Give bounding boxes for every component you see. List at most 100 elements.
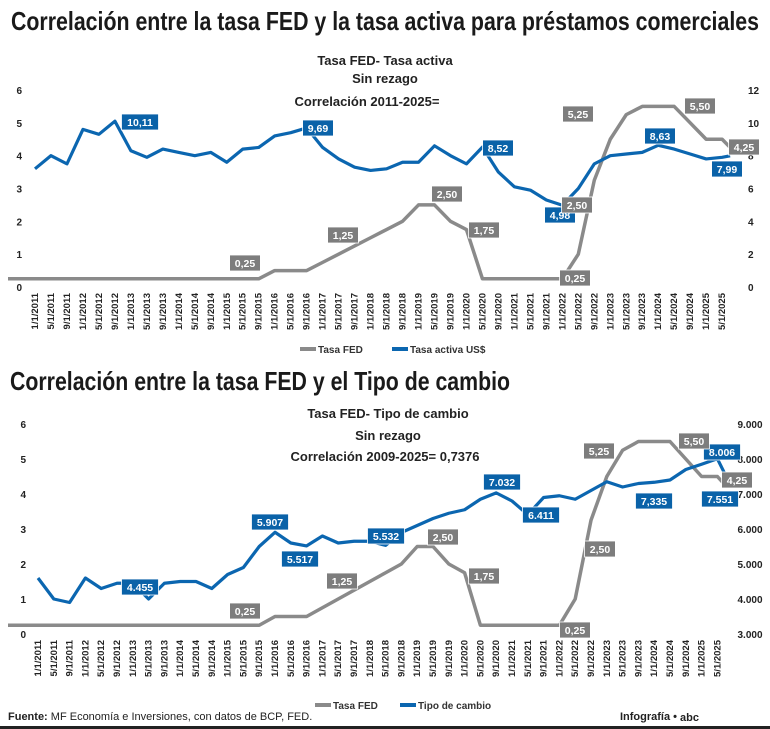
data-label-box <box>468 221 500 239</box>
data-label: 2,50 <box>437 189 458 201</box>
source-body: MF Economía e Inversiones, con datos de … <box>48 711 313 723</box>
data-label-box <box>559 621 591 639</box>
data-label-box <box>678 432 710 450</box>
x-tick-label: 9/1/2022 <box>586 640 597 677</box>
x-tick-label: 9/1/2013 <box>159 640 170 677</box>
x-tick-label: 1/1/2024 <box>653 292 664 330</box>
data-label-box <box>559 269 591 287</box>
x-tick-label: 1/1/2023 <box>605 293 616 330</box>
data-label: 7.032 <box>489 477 515 489</box>
y-right-tick-label: 9.000 <box>737 420 762 431</box>
data-label: 4,25 <box>727 475 748 487</box>
legend-item-label: Tasa activa US$ <box>410 345 486 356</box>
x-tick-label: 1/1/2021 <box>509 292 520 330</box>
y-left-tick-label: 2 <box>20 560 26 571</box>
y-left-tick-label: 4 <box>20 490 26 501</box>
x-tick-label: 5/1/2018 <box>381 640 392 677</box>
chart-2-header: Tasa FED- Tipo de cambio Sin rezago Corr… <box>291 406 480 464</box>
x-tick-label: 9/1/2021 <box>541 292 552 330</box>
x-tick-label: 5/1/2022 <box>573 293 584 330</box>
data-label: 5.907 <box>257 517 283 529</box>
y-left-tick-label: 5 <box>16 119 22 130</box>
x-tick-label: 1/1/2017 <box>318 293 329 330</box>
x-tick-label: 1/1/2025 <box>701 292 712 330</box>
x-tick-label: 9/1/2018 <box>396 640 407 677</box>
x-tick-label: 1/1/2011 <box>30 292 41 329</box>
x-tick-label: 1/1/2022 <box>557 293 568 330</box>
y-right-tick-label: 2 <box>748 250 754 261</box>
x-tick-label: 1/1/2020 <box>461 293 472 330</box>
data-label: 5,25 <box>568 109 589 121</box>
x-tick-label: 9/1/2024 <box>685 292 696 330</box>
data-label: 8,52 <box>488 143 509 155</box>
x-tick-label: 5/1/2025 <box>717 292 728 330</box>
data-label: 8.006 <box>709 447 735 459</box>
data-label: 4,25 <box>734 142 755 154</box>
data-label-box <box>367 527 405 545</box>
chart-1-subtitle: Sin rezago <box>352 71 418 86</box>
data-label-box <box>562 105 594 123</box>
x-tick-label: 9/1/2023 <box>637 293 648 330</box>
x-tick-label: 9/1/2017 <box>350 293 361 330</box>
x-tick-label: 1/1/2025 <box>697 639 708 677</box>
x-tick-label: 5/1/2017 <box>333 640 344 677</box>
x-tick-label: 1/1/2013 <box>128 640 139 677</box>
x-tick-label: 5/1/2020 <box>475 640 486 677</box>
x-tick-label: 5/1/2016 <box>286 293 297 330</box>
y-right-tick-label: 5.000 <box>737 560 762 571</box>
data-label-box <box>711 160 743 178</box>
x-tick-label: 5/1/2011 <box>49 639 60 676</box>
data-label-box <box>326 572 358 590</box>
x-tick-label: 5/1/2017 <box>334 293 345 330</box>
chart-2-correlation: Correlación 2009-2025= 0,7376 <box>291 449 480 464</box>
data-label: 0,25 <box>235 258 256 270</box>
x-tick-label: 1/1/2011 <box>33 639 44 676</box>
y-left-tick-label: 4 <box>16 152 22 163</box>
x-tick-label: 9/1/2012 <box>112 640 123 677</box>
data-label-box <box>561 196 593 214</box>
data-label: 1,25 <box>333 230 354 242</box>
chart-2-subtitle: Sin rezago <box>355 428 421 443</box>
legend-item-label: Tasa FED <box>333 701 378 712</box>
data-label: 7,335 <box>641 496 667 508</box>
data-label-box <box>121 113 159 131</box>
y-left-tick-label: 6 <box>20 420 26 431</box>
x-tick-label: 1/1/2013 <box>126 293 137 330</box>
data-label: 5,50 <box>690 101 711 113</box>
data-label: 9,69 <box>308 123 329 135</box>
data-label-box <box>583 442 615 460</box>
x-tick-label: 5/1/2022 <box>570 640 581 677</box>
x-tick-label: 9/1/2019 <box>444 640 455 677</box>
chart-1-header: Tasa FED- Tasa activa Sin rezago Correla… <box>295 53 454 109</box>
data-label-box <box>684 97 716 115</box>
x-tick-label: 9/1/2020 <box>491 640 502 677</box>
data-label: 1,75 <box>474 571 495 583</box>
footer: Fuente: MF Economía e Inversiones, con d… <box>8 711 699 724</box>
x-tick-label: 1/1/2016 <box>270 293 281 330</box>
legend-item-label: Tipo de cambio <box>418 701 491 712</box>
x-tick-label: 5/1/2013 <box>144 640 155 677</box>
data-label-box <box>427 528 459 546</box>
data-label: 0,25 <box>235 606 256 618</box>
data-label-box <box>302 119 334 137</box>
data-label: 5.517 <box>287 554 313 566</box>
data-label: 1,75 <box>474 225 495 237</box>
x-tick-label: 1/1/2014 <box>174 292 185 330</box>
x-tick-label: 9/1/2012 <box>110 293 121 330</box>
y-left-tick-label: 0 <box>20 630 26 641</box>
data-label-box <box>721 471 753 489</box>
data-label: 8,63 <box>650 131 671 143</box>
x-tick-label: 5/1/2013 <box>142 293 153 330</box>
x-tick-label: 5/1/2021 <box>523 639 534 677</box>
data-label-box <box>468 567 500 585</box>
data-label: 2,50 <box>590 544 611 556</box>
data-label: 7,99 <box>717 164 738 176</box>
x-tick-label: 5/1/2016 <box>286 640 297 677</box>
x-tick-label: 5/1/2020 <box>477 293 488 330</box>
x-tick-label: 1/1/2012 <box>78 293 89 330</box>
x-tick-label: 9/1/2015 <box>254 292 265 330</box>
data-label-box <box>635 492 673 510</box>
chart-tasa-fed-tipo-cambio: 0 1 2 3 4 5 6 3.000 4.000 5.000 6.000 7.000 8.000 9.0… <box>8 420 763 712</box>
x-tick-label: 5/1/2014 <box>190 292 201 330</box>
